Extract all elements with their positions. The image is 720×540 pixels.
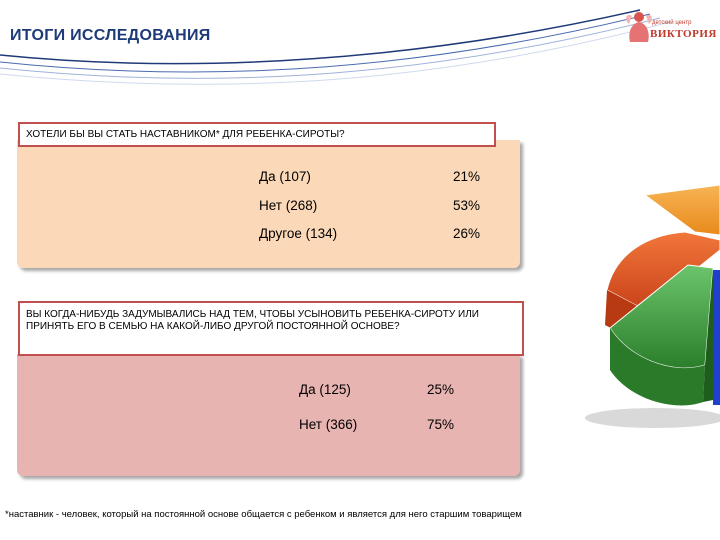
logo-name: ВИКТОРИЯ <box>650 28 717 40</box>
answer-label: Да (125) <box>299 382 351 397</box>
question-1: ХОТЕЛИ БЫ ВЫ СТАТЬ НАСТАВНИКОМ* ДЛЯ РЕБЕ… <box>18 122 496 147</box>
answer-label: Нет (268) <box>259 198 318 213</box>
answer-percent: 26% <box>453 226 481 241</box>
question-2: ВЫ КОГДА-НИБУДЬ ЗАДУМЫВАЛИСЬ НАД ТЕМ, ЧТ… <box>18 301 524 356</box>
answer-label: Да (107) <box>259 169 311 184</box>
logo: детский центр ВИКТОРИЯ <box>626 6 716 48</box>
header-decoration <box>0 9 671 85</box>
answer-percent: 25% <box>427 382 455 397</box>
answers-panel-2 <box>17 354 520 476</box>
answer-percent: 53% <box>453 198 481 213</box>
answer-label: Другое (134) <box>259 226 338 241</box>
pie-slice-orange <box>606 231 720 311</box>
page-title: ИТОГИ ИССЛЕДОВАНИЯ <box>10 27 211 44</box>
answer-percent: 75% <box>427 417 455 432</box>
logo-subtitle: детский центр <box>652 20 692 26</box>
pie-slice-orange-light <box>643 184 720 236</box>
pie-slice-green <box>609 264 714 369</box>
pie-slice-blue <box>713 270 720 405</box>
footnote: *наставник - человек, который на постоян… <box>5 509 522 520</box>
answer-percent: 21% <box>453 169 481 184</box>
angel-logo-icon <box>626 12 652 42</box>
answer-label: Нет (366) <box>299 417 358 432</box>
decorative-pie-chart <box>585 184 720 428</box>
answers-panel-1 <box>17 140 520 268</box>
